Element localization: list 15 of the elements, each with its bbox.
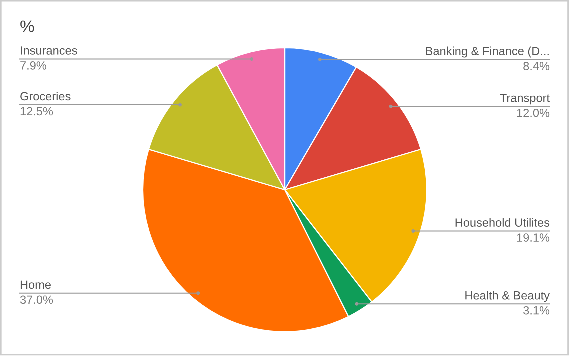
data-label: 12.5%	[20, 107, 54, 116]
data-label: 8.4%	[524, 62, 550, 70]
data-label: 37.0%	[20, 296, 54, 304]
slice-label: Transport	[500, 94, 550, 105]
slice-label: Insurances	[21, 46, 78, 55]
chart-title: %	[20, 20, 34, 32]
slice-label: Home	[20, 280, 51, 290]
slice-label: Household Utilites	[456, 218, 550, 227]
slice-label: Banking & Finance (D...	[426, 46, 549, 58]
slice-label: Groceries	[20, 92, 71, 101]
slice-label: Health & Beauty	[466, 291, 550, 302]
data-label: 12.0%	[517, 108, 550, 118]
data-label: 7.9%	[20, 62, 46, 70]
data-label: 3.1%	[524, 306, 550, 315]
data-label: 19.1%	[517, 234, 550, 242]
